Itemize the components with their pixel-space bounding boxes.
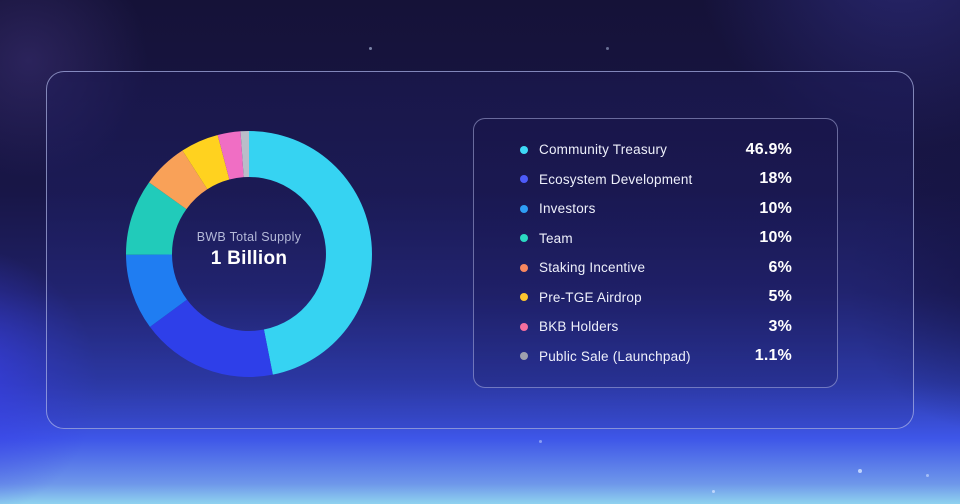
legend-row: Pre-TGE Airdrop 5% [520, 283, 792, 313]
legend-value: 18% [759, 170, 792, 188]
allocation-legend: Community Treasury 46.9% Ecosystem Devel… [473, 118, 838, 388]
legend-row: Community Treasury 46.9% [520, 135, 792, 165]
legend-dot-icon [520, 322, 528, 331]
legend-value: 5% [768, 288, 792, 306]
legend-dot-icon [520, 234, 528, 243]
donut-segment [249, 131, 372, 375]
donut-segment [126, 254, 187, 327]
legend-row: Investors 10% [520, 194, 792, 224]
donut-segment [182, 135, 230, 190]
star-particle [926, 474, 929, 477]
legend-row: BKB Holders 3% [520, 312, 792, 342]
star-particle [606, 47, 609, 50]
donut-segment [149, 150, 208, 210]
legend-value: 46.9% [745, 140, 792, 158]
legend-value: 10% [759, 199, 792, 217]
legend-label: Staking Incentive [539, 260, 646, 276]
legend-dot-icon [520, 352, 528, 361]
legend-dot-icon [520, 204, 528, 213]
legend-row: Public Sale (Launchpad) 1.1% [520, 342, 792, 372]
legend-dot-icon [520, 293, 528, 302]
star-particle [712, 490, 715, 493]
legend-label: BKB Holders [539, 319, 619, 335]
tokenomics-panel: BWB Total Supply 1 Billion Community Tre… [46, 71, 914, 429]
legend-value: 3% [768, 317, 792, 335]
donut-segment [125, 182, 187, 255]
legend-dot-icon [520, 263, 528, 272]
legend-label: Team [539, 230, 573, 246]
legend-label: Public Sale (Launchpad) [539, 348, 691, 364]
legend-label: Pre-TGE Airdrop [539, 289, 642, 305]
legend-value: 10% [759, 229, 792, 247]
legend-label: Investors [539, 201, 596, 217]
donut-svg [125, 130, 372, 377]
legend-label: Ecosystem Development [539, 171, 693, 187]
star-particle [858, 469, 862, 473]
legend-value: 6% [768, 258, 792, 276]
legend-row: Ecosystem Development 18% [520, 165, 792, 195]
legend-value: 1.1% [754, 347, 792, 365]
star-particle [369, 47, 372, 50]
donut-segment [240, 130, 249, 178]
star-particle [539, 440, 542, 443]
donut-segment [149, 299, 273, 377]
legend-row: Staking Incentive 6% [520, 253, 792, 283]
legend-dot-icon [520, 175, 528, 184]
supply-donut-chart: BWB Total Supply 1 Billion [124, 129, 374, 379]
legend-label: Community Treasury [539, 142, 668, 158]
legend-row: Team 10% [520, 224, 792, 254]
donut-segment [217, 131, 244, 180]
legend-dot-icon [520, 145, 528, 154]
